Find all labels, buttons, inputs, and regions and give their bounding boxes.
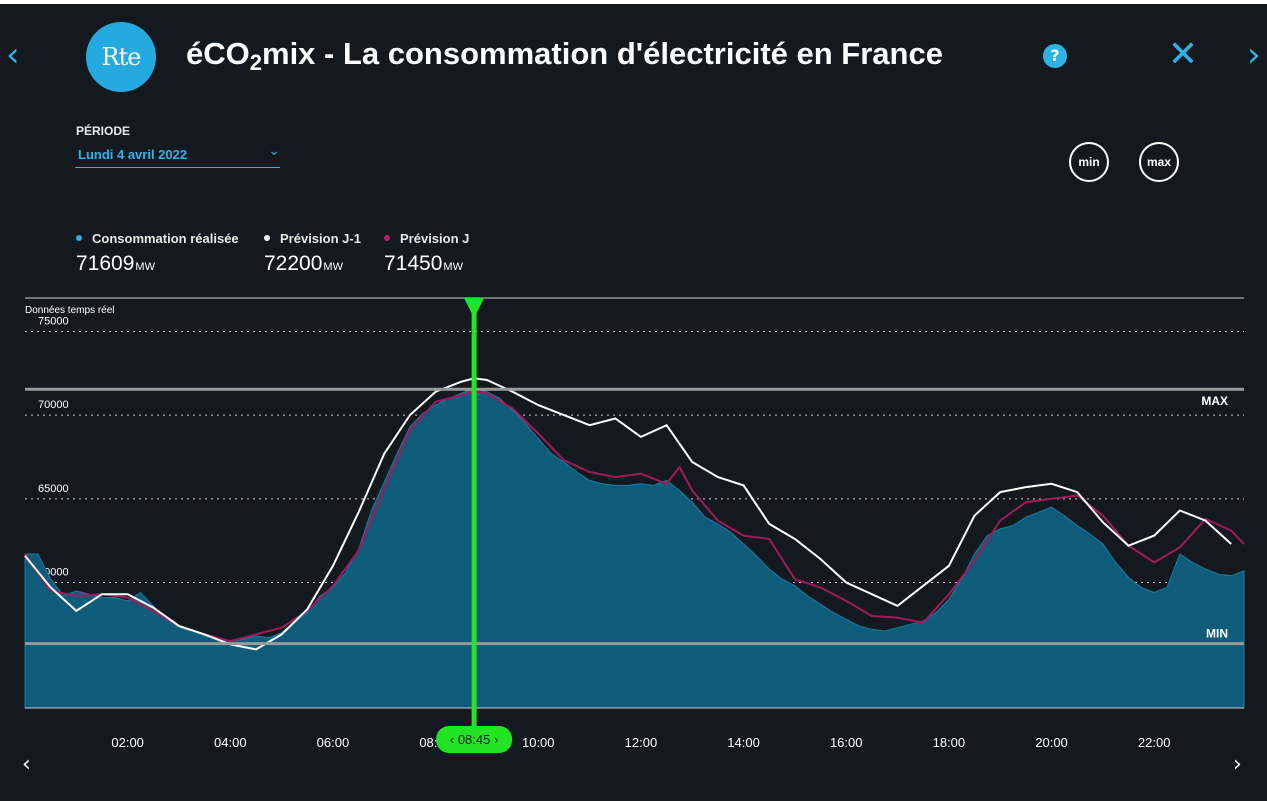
chart-title: Données temps réel: [25, 305, 115, 316]
max-reference-label: MAX: [1201, 394, 1228, 408]
series-prevision-j-line: [24, 389, 1245, 643]
rte-logo-text: Rte: [101, 43, 142, 71]
chevron-down-icon: ⌄: [268, 143, 280, 159]
top-border: [0, 0, 1267, 4]
x-tick-label: 14:00: [727, 735, 760, 750]
chart-prev-day-icon[interactable]: ‹: [22, 752, 31, 777]
min-reference-label: MIN: [1206, 627, 1228, 641]
title-prefix: éCO: [186, 36, 250, 71]
min-button[interactable]: min: [1069, 142, 1109, 182]
cursor-time-label: ‹ 08:45 ›: [450, 732, 498, 747]
legend-unit: MW: [323, 261, 343, 273]
time-cursor[interactable]: ‹ 08:45 ›: [436, 298, 513, 753]
x-tick-label: 18:00: [933, 735, 966, 750]
reference-lines: MAX MIN: [25, 387, 1244, 646]
x-tick-label: 10:00: [522, 735, 555, 750]
title-suffix: mix - La consommation d'électricité en F…: [262, 36, 943, 71]
legend-dot-icon: [384, 235, 390, 241]
legend-unit: MW: [443, 261, 463, 273]
max-button[interactable]: max: [1139, 142, 1179, 182]
legend-prevision-j-1[interactable]: Prévision J-1 72200MW: [264, 231, 361, 276]
x-tick-label: 06:00: [317, 735, 350, 750]
periode-dropdown[interactable]: Lundi 4 avril 2022 ⌄: [75, 143, 280, 168]
y-tick-label: 70000: [38, 399, 69, 411]
x-axis-ticks: 02:00 04:00 06:00 08:00 10:00 12:00 14:00 16:00…: [111, 735, 1170, 750]
legend-prevision-j[interactable]: Prévision J 71450MW: [384, 231, 469, 276]
x-tick-label: 22:00: [1138, 735, 1171, 750]
legend-dot-icon: [76, 235, 82, 241]
legend-value: 71609: [76, 252, 135, 275]
y-tick-label: 65000: [38, 483, 69, 495]
help-icon[interactable]: ?: [1043, 44, 1067, 68]
cursor-time-badge: [436, 726, 513, 753]
x-tick-label: 20:00: [1035, 735, 1068, 750]
legend-value: 71450: [384, 252, 443, 275]
legend-label: Consommation réalisée: [92, 231, 239, 246]
x-tick-label: 12:00: [625, 735, 658, 750]
periode-selected-date: Lundi 4 avril 2022: [78, 147, 188, 162]
series-consommation-realisee-area: [24, 387, 1245, 709]
legend-label: Prévision J-1: [280, 231, 361, 246]
x-tick-label: 02:00: [111, 735, 144, 750]
y-tick-label: 75000: [38, 315, 69, 327]
title-subscript: 2: [249, 50, 262, 75]
legend-dot-icon: [264, 235, 270, 241]
periode-label: PÉRIODE: [76, 124, 131, 138]
x-tick-label: 04:00: [214, 735, 247, 750]
x-tick-label: 16:00: [830, 735, 863, 750]
legend-unit: MW: [135, 261, 155, 273]
area-series: [24, 387, 1245, 709]
legend-label: Prévision J: [400, 231, 470, 246]
legend-value: 72200: [264, 252, 323, 275]
page-title: éCO2mix - La consommation d'électricité …: [186, 36, 943, 76]
cursor-handle-icon: [464, 298, 485, 318]
close-icon[interactable]: ✕: [1167, 34, 1199, 75]
previous-page-arrow-icon[interactable]: ‹: [6, 35, 20, 75]
next-page-arrow-icon[interactable]: ›: [1247, 35, 1261, 75]
chart-next-day-icon[interactable]: ›: [1233, 752, 1242, 777]
rte-logo: Rte: [86, 22, 156, 92]
legend-consommation-realisee[interactable]: Consommation réalisée 71609MW: [76, 231, 239, 276]
